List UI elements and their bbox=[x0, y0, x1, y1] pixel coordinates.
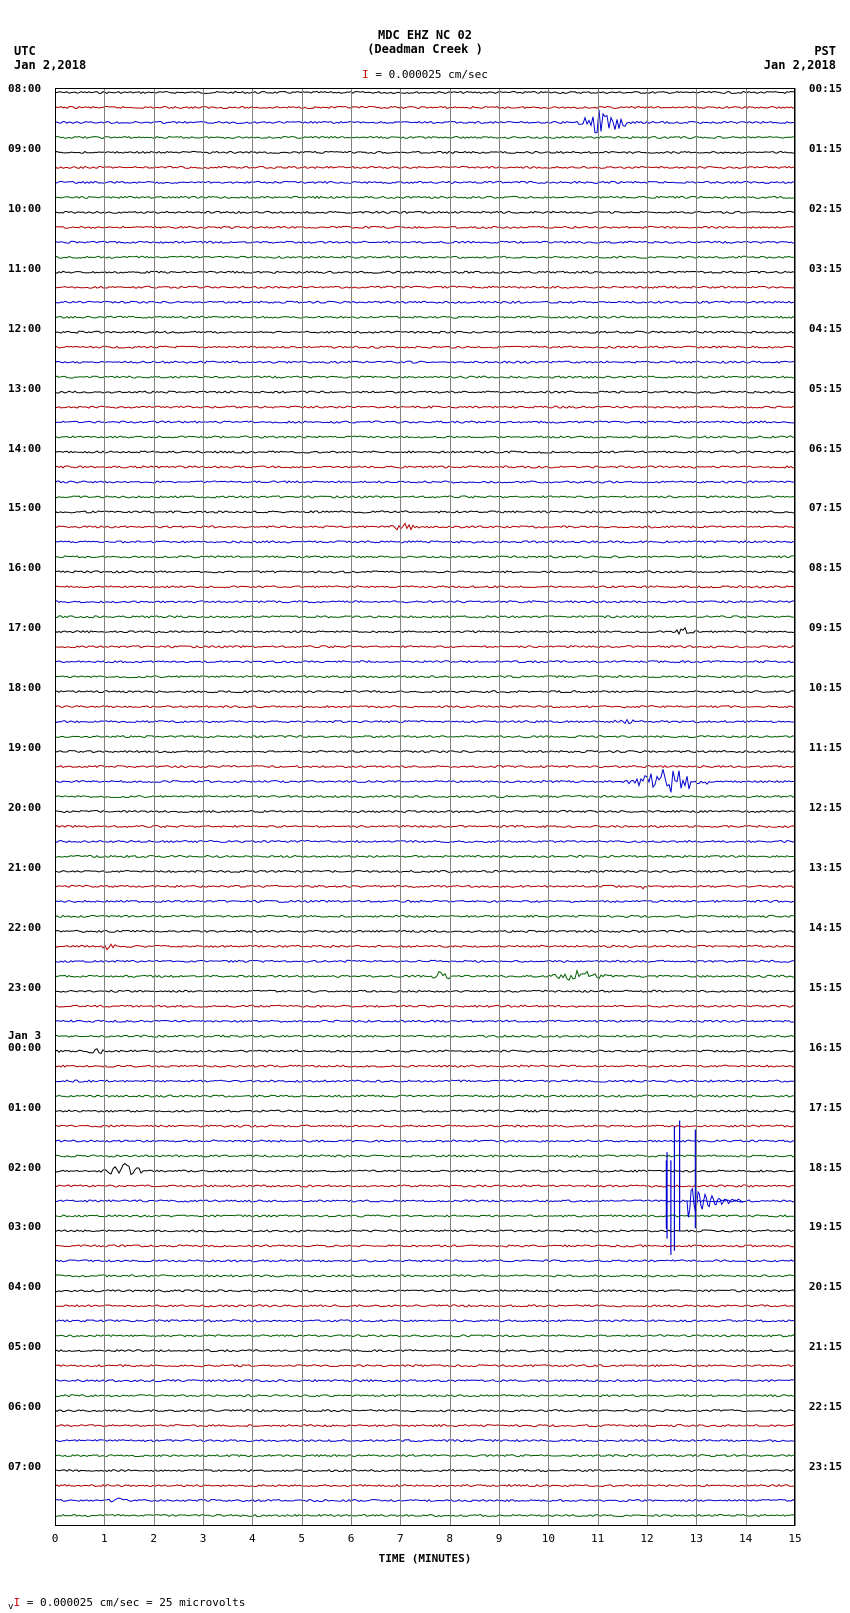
gridline bbox=[55, 88, 56, 1526]
gridline bbox=[795, 88, 796, 1526]
utc-hour-label: 04:00 bbox=[8, 1280, 41, 1293]
scale-value: = 0.000025 cm/sec bbox=[375, 68, 488, 81]
x-tick-label: 3 bbox=[200, 1532, 207, 1545]
footer: vI = 0.000025 cm/sec = 25 microvolts bbox=[8, 1596, 245, 1612]
x-tick-label: 13 bbox=[690, 1532, 703, 1545]
right-timezone: PST bbox=[764, 44, 836, 58]
x-tick-label: 0 bbox=[52, 1532, 59, 1545]
pst-hour-label: 12:15 bbox=[809, 801, 842, 814]
x-tick-label: 10 bbox=[542, 1532, 555, 1545]
utc-hour-label: 23:00 bbox=[8, 981, 41, 994]
utc-hour-label: 19:00 bbox=[8, 741, 41, 754]
utc-hour-label: 05:00 bbox=[8, 1340, 41, 1353]
utc-hour-label: 22:00 bbox=[8, 921, 41, 934]
x-tick-label: 5 bbox=[298, 1532, 305, 1545]
x-tick-label: 7 bbox=[397, 1532, 404, 1545]
utc-hour-label: 11:00 bbox=[8, 262, 41, 275]
utc-hour-label: 10:00 bbox=[8, 202, 41, 215]
gridline bbox=[154, 88, 155, 1526]
pst-hour-label: 18:15 bbox=[809, 1161, 842, 1174]
pst-hour-label: 04:15 bbox=[809, 322, 842, 335]
footer-marker-icon: I bbox=[14, 1596, 21, 1609]
gridline bbox=[252, 88, 253, 1526]
station-id: MDC EHZ NC 02 bbox=[367, 28, 483, 42]
gridline bbox=[598, 88, 599, 1526]
pst-hour-label: 19:15 bbox=[809, 1220, 842, 1233]
header-right: PST Jan 2,2018 bbox=[764, 44, 836, 72]
pst-hour-label: 17:15 bbox=[809, 1101, 842, 1114]
pst-hour-label: 07:15 bbox=[809, 501, 842, 514]
seismogram-container: MDC EHZ NC 02 (Deadman Creek ) UTC Jan 2… bbox=[0, 0, 850, 1613]
gridline bbox=[548, 88, 549, 1526]
utc-hour-label: 02:00 bbox=[8, 1161, 41, 1174]
header-left: UTC Jan 2,2018 bbox=[14, 44, 86, 72]
x-tick-label: 11 bbox=[591, 1532, 604, 1545]
gridline bbox=[696, 88, 697, 1526]
utc-hour-label: 16:00 bbox=[8, 561, 41, 574]
x-tick-label: 12 bbox=[640, 1532, 653, 1545]
left-timezone: UTC bbox=[14, 44, 86, 58]
gridline bbox=[499, 88, 500, 1526]
scale-label: I = 0.000025 cm/sec bbox=[362, 68, 488, 81]
x-tick-label: 15 bbox=[788, 1532, 801, 1545]
pst-hour-label: 14:15 bbox=[809, 921, 842, 934]
pst-hour-label: 10:15 bbox=[809, 681, 842, 694]
x-tick-label: 14 bbox=[739, 1532, 752, 1545]
x-tick-label: 6 bbox=[348, 1532, 355, 1545]
x-tick-label: 1 bbox=[101, 1532, 108, 1545]
x-axis-title: TIME (MINUTES) bbox=[379, 1552, 472, 1565]
pst-hour-label: 00:15 bbox=[809, 82, 842, 95]
pst-hour-label: 20:15 bbox=[809, 1280, 842, 1293]
utc-hour-label: 08:00 bbox=[8, 82, 41, 95]
x-tick-label: 8 bbox=[446, 1532, 453, 1545]
pst-hour-label: 01:15 bbox=[809, 142, 842, 155]
utc-hour-label: 21:00 bbox=[8, 861, 41, 874]
pst-hour-label: 21:15 bbox=[809, 1340, 842, 1353]
utc-hour-label: 14:00 bbox=[8, 442, 41, 455]
x-tick-label: 2 bbox=[150, 1532, 157, 1545]
pst-hour-label: 02:15 bbox=[809, 202, 842, 215]
footer-text: = 0.000025 cm/sec = 25 microvolts bbox=[27, 1596, 246, 1609]
utc-hour-label: 07:00 bbox=[8, 1460, 41, 1473]
pst-hour-label: 05:15 bbox=[809, 382, 842, 395]
utc-hour-label: 17:00 bbox=[8, 621, 41, 634]
pst-hour-label: 09:15 bbox=[809, 621, 842, 634]
gridline bbox=[203, 88, 204, 1526]
gridline bbox=[450, 88, 451, 1526]
pst-hour-label: 11:15 bbox=[809, 741, 842, 754]
utc-hour-label: 12:00 bbox=[8, 322, 41, 335]
x-tick-label: 9 bbox=[496, 1532, 503, 1545]
pst-hour-label: 13:15 bbox=[809, 861, 842, 874]
gridline bbox=[400, 88, 401, 1526]
utc-hour-label: 09:00 bbox=[8, 142, 41, 155]
left-date: Jan 2,2018 bbox=[14, 58, 86, 72]
gridline bbox=[351, 88, 352, 1526]
pst-hour-label: 06:15 bbox=[809, 442, 842, 455]
utc-hour-label: 01:00 bbox=[8, 1101, 41, 1114]
right-date: Jan 2,2018 bbox=[764, 58, 836, 72]
utc-hour-label: 13:00 bbox=[8, 382, 41, 395]
header-center: MDC EHZ NC 02 (Deadman Creek ) bbox=[367, 28, 483, 56]
station-location: (Deadman Creek ) bbox=[367, 42, 483, 56]
pst-hour-label: 23:15 bbox=[809, 1460, 842, 1473]
gridline bbox=[746, 88, 747, 1526]
utc-hour-label: 20:00 bbox=[8, 801, 41, 814]
pst-hour-label: 15:15 bbox=[809, 981, 842, 994]
utc-hour-label: 00:00 bbox=[8, 1041, 41, 1054]
utc-hour-label: 15:00 bbox=[8, 501, 41, 514]
utc-hour-label: 18:00 bbox=[8, 681, 41, 694]
pst-hour-label: 08:15 bbox=[809, 561, 842, 574]
gridline bbox=[302, 88, 303, 1526]
pst-hour-label: 03:15 bbox=[809, 262, 842, 275]
pst-hour-label: 16:15 bbox=[809, 1041, 842, 1054]
scale-marker-icon: I bbox=[362, 68, 369, 81]
grid bbox=[55, 88, 795, 1526]
gridline bbox=[647, 88, 648, 1526]
utc-hour-label: 03:00 bbox=[8, 1220, 41, 1233]
gridline bbox=[104, 88, 105, 1526]
pst-hour-label: 22:15 bbox=[809, 1400, 842, 1413]
utc-hour-label: 06:00 bbox=[8, 1400, 41, 1413]
x-tick-label: 4 bbox=[249, 1532, 256, 1545]
plot-area bbox=[55, 88, 795, 1526]
